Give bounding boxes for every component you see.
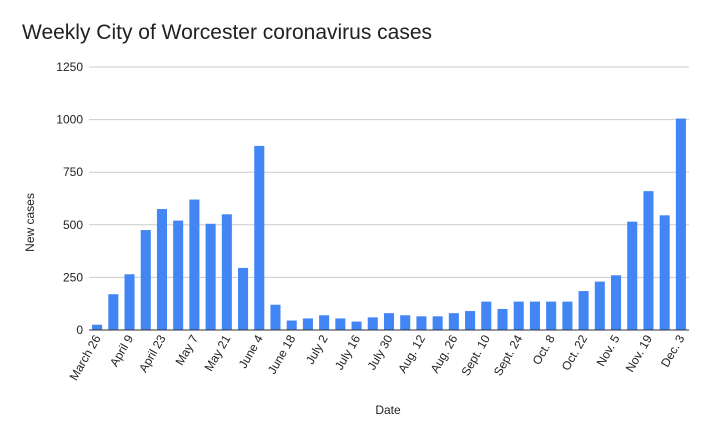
bar-may-14	[205, 223, 216, 330]
bar-oct-8	[546, 301, 557, 330]
y-axis: 0 250 500 750 1000 1250	[56, 60, 83, 337]
x-tick-label: Oct. 8	[530, 332, 558, 367]
bar-sept-10	[481, 301, 492, 330]
x-tick-label: Oct. 22	[559, 332, 591, 373]
bar-july-30	[383, 313, 395, 330]
bar-june-25	[302, 318, 313, 330]
y-tick-label: 750	[63, 165, 83, 179]
bar-june-11	[270, 304, 281, 330]
x-tick-label: Aug. 12	[395, 332, 428, 375]
x-tick-label: April 23	[136, 332, 169, 375]
bar-aug-5	[400, 315, 411, 330]
bar-sept-17	[497, 308, 508, 330]
bars	[92, 118, 686, 330]
bar-june-4	[254, 145, 265, 330]
x-axis: March 26 April 9 April 23 May 7 May 21 June 4…	[67, 332, 688, 383]
bar-oct-1	[529, 301, 540, 330]
bar-sept-24	[513, 301, 524, 330]
x-tick-label: Nov. 5	[594, 332, 623, 369]
bar-march-26	[92, 324, 103, 330]
x-tick-label: March 26	[67, 332, 104, 383]
x-tick-label: May 21	[202, 332, 234, 373]
x-tick-label: June 18	[265, 332, 299, 376]
y-axis-title: New cases	[23, 193, 37, 252]
bar-nov-19	[643, 191, 654, 330]
bar-sept-3	[465, 311, 476, 330]
bar-aug-12	[416, 316, 427, 330]
x-tick-label: April 9	[107, 332, 136, 369]
y-tick-label: 0	[76, 323, 83, 337]
bar-aug-26	[448, 313, 459, 330]
bar-april-30	[173, 220, 184, 330]
bar-oct-22	[578, 291, 589, 330]
x-tick-label: July 30	[364, 332, 395, 372]
bar-dec-3	[675, 118, 686, 330]
bar-oct-15	[562, 301, 573, 330]
bar-july-23	[367, 317, 378, 330]
x-tick-label: Sept. 24	[491, 332, 526, 378]
x-tick-label: Aug. 26	[428, 332, 461, 375]
bar-may-7	[189, 199, 200, 330]
x-tick-label: Sept. 10	[458, 332, 493, 378]
bar-may-21	[221, 214, 232, 330]
bar-june-18	[286, 320, 297, 330]
x-tick-label: May 7	[173, 332, 202, 368]
bar-nov-12	[627, 221, 638, 330]
bar-oct-29	[594, 281, 605, 330]
y-tick-label: 250	[63, 270, 83, 284]
bar-july-2	[319, 315, 330, 330]
bar-nov-26	[659, 215, 670, 330]
bar-may-28	[238, 267, 249, 330]
bar-april-16	[140, 230, 151, 330]
x-tick-label: June 4	[236, 332, 266, 370]
bar-april-2	[108, 294, 119, 330]
y-tick-label: 500	[63, 218, 83, 232]
bar-july-9	[335, 318, 346, 330]
x-tick-label: Nov. 19	[623, 332, 656, 374]
x-tick-label: Dec. 3	[658, 332, 688, 369]
chart-title: Weekly City of Worcester coronavirus cas…	[22, 21, 433, 44]
x-tick-label: July 2	[303, 332, 331, 366]
bar-nov-5	[611, 275, 622, 330]
y-tick-label: 1250	[56, 60, 83, 74]
bar-april-9	[124, 274, 135, 330]
y-tick-label: 1000	[56, 113, 83, 127]
x-axis-title: Date	[375, 403, 401, 417]
bar-april-23	[156, 209, 167, 330]
bar-july-16	[351, 321, 362, 330]
bar-aug-19	[432, 316, 443, 330]
x-tick-label: July 16	[332, 332, 363, 372]
gridlines	[89, 66, 689, 278]
